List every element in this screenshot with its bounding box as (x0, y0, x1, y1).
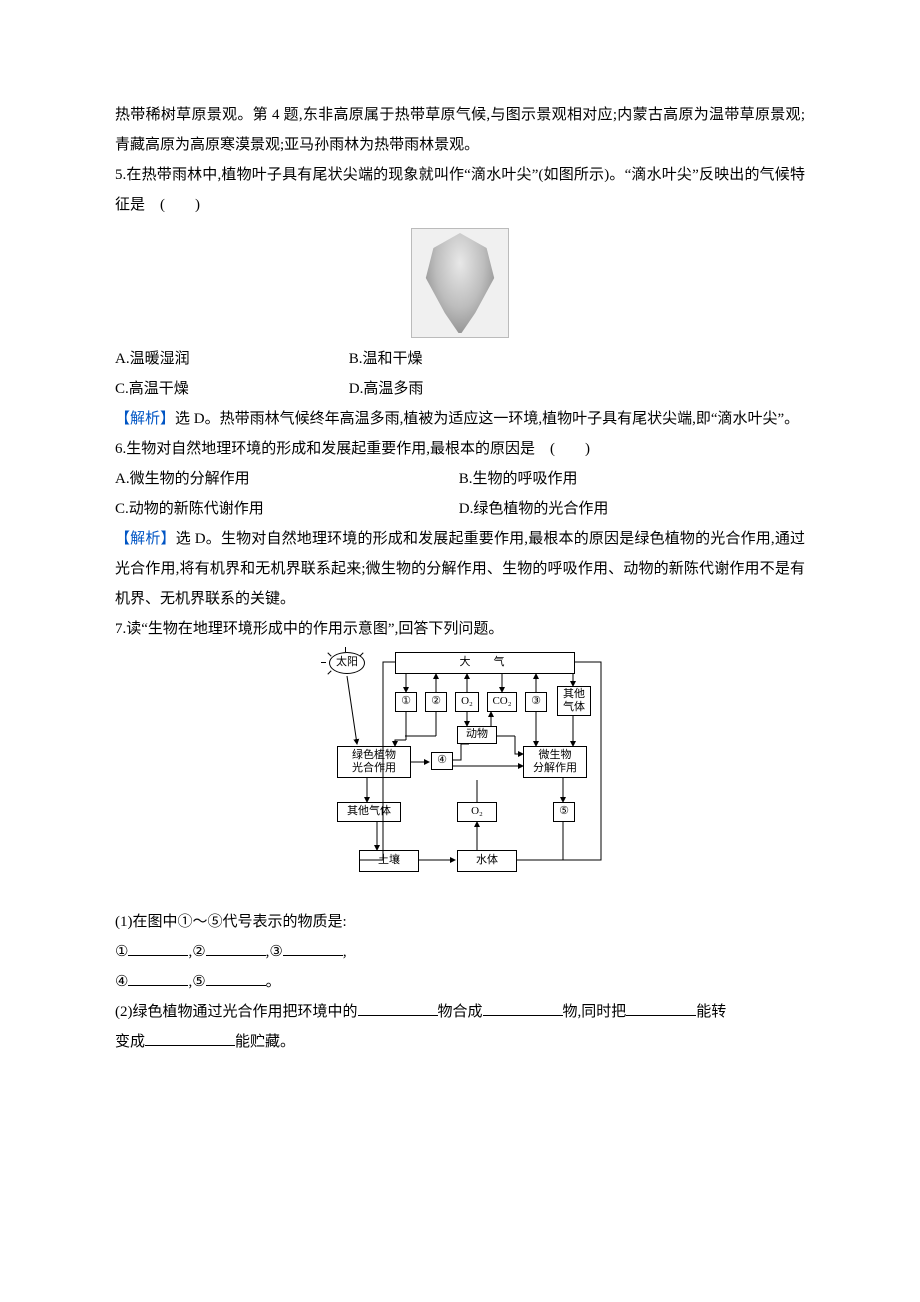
diagram-o2a: O₂ (455, 692, 479, 712)
sun-label: 太阳 (336, 656, 358, 669)
analysis-label: 【解析】 (115, 531, 176, 547)
blank (145, 1030, 235, 1046)
leaf-image (411, 228, 509, 338)
blank (206, 940, 266, 956)
q6-option-a: A.微生物的分解作用 (115, 464, 455, 494)
t: 物合成 (438, 1004, 483, 1020)
q5-option-b: B.温和干燥 (349, 344, 423, 374)
t: ① (115, 944, 128, 960)
diagram-n5: ⑤ (553, 802, 575, 822)
intro-paragraph: 热带稀树草原景观。第 4 题,东非高原属于热带草原气候,与图示景观相对应;内蒙古… (115, 100, 805, 160)
t: 能转 (696, 1004, 726, 1020)
blank (128, 940, 188, 956)
t: 。 (266, 974, 281, 990)
q5-analysis-text: 选 D。热带雨林气候终年高温多雨,植被为适应这一环境,植物叶子具有尾状尖端,即“… (175, 411, 799, 427)
q6-option-b: B.生物的呼吸作用 (459, 464, 578, 494)
q6-option-c: C.动物的新陈代谢作用 (115, 494, 455, 524)
diagram-sun: 太阳 (325, 652, 369, 678)
blank (283, 940, 343, 956)
q6-stem: 6.生物对自然地理环境的形成和发展起重要作用,最根本的原因是 ( ) (115, 434, 805, 464)
t: 变成 (115, 1034, 145, 1050)
q5-options-row1: A.温暖湿润 B.温和干燥 (115, 344, 805, 374)
q5-figure (115, 228, 805, 338)
leaf-shape (422, 233, 498, 333)
diagram-co2: CO₂ (487, 692, 517, 712)
t: ,⑤ (188, 974, 205, 990)
diagram-microbe: 微生物 分解作用 (523, 746, 587, 778)
q5-option-d: D.高温多雨 (349, 374, 424, 404)
diagram-other-gas: 其他 气体 (557, 686, 591, 716)
diagram-plant: 绿色植物 光合作用 (337, 746, 411, 778)
t: , (343, 944, 347, 960)
t: ,③ (266, 944, 283, 960)
t: ④ (115, 974, 128, 990)
q5-option-a: A.温暖湿润 (115, 344, 345, 374)
q6-analysis: 【解析】选 D。生物对自然地理环境的形成和发展起重要作用,最根本的原因是绿色植物… (115, 524, 805, 614)
q7-stem: 7.读“生物在地理环境形成中的作用示意图”,回答下列问题。 (115, 614, 805, 644)
q7-diagram: 太阳 大 气 ① ② O₂ CO₂ ③ 其他 气体 绿色植物 光合作用 ④ 动物 (305, 650, 615, 886)
blank (206, 970, 266, 986)
q6-analysis-text: 选 D。生物对自然地理环境的形成和发展起重要作用,最根本的原因是绿色植物的光合作… (115, 531, 805, 607)
q5-options-row2: C.高温干燥 D.高温多雨 (115, 374, 805, 404)
blank (483, 1000, 563, 1016)
q6-option-d: D.绿色植物的光合作用 (459, 494, 609, 524)
q7-sub1-line1: ① ,② ,③, (115, 937, 805, 967)
q6-options-row1: A.微生物的分解作用 B.生物的呼吸作用 (115, 464, 805, 494)
q5-analysis: 【解析】选 D。热带雨林气候终年高温多雨,植被为适应这一环境,植物叶子具有尾状尖… (115, 404, 805, 434)
q5-option-c: C.高温干燥 (115, 374, 345, 404)
blank (626, 1000, 696, 1016)
page: 热带稀树草原景观。第 4 题,东非高原属于热带草原气候,与图示景观相对应;内蒙古… (0, 0, 920, 1302)
q7-sub2-line2: 变成 能贮藏。 (115, 1027, 805, 1057)
diagram-soil: 土壤 (359, 850, 419, 872)
q7-sub2-line1: (2)绿色植物通过光合作用把环境中的 物合成 物,同时把 能转 (115, 997, 805, 1027)
t: ,② (188, 944, 205, 960)
q7-sub1-line2: ④ ,⑤ 。 (115, 967, 805, 997)
diagram-animal: 动物 (457, 726, 497, 744)
diagram-water: 水体 (457, 850, 517, 872)
q7-sub1-prefix: (1)在图中①～⑤代号表示的物质是: (115, 907, 805, 937)
t: 物,同时把 (563, 1004, 627, 1020)
diagram-atmosphere: 大 气 (395, 652, 575, 674)
t: 能贮藏。 (235, 1034, 295, 1050)
diagram-other-gas2: 其他气体 (337, 802, 401, 822)
t: (2)绿色植物通过光合作用把环境中的 (115, 1004, 358, 1020)
diagram-o2b: O₂ (457, 802, 497, 822)
diagram-n3: ③ (525, 692, 547, 712)
diagram-n2: ② (425, 692, 447, 712)
analysis-label: 【解析】 (115, 411, 175, 427)
diagram-n1: ① (395, 692, 417, 712)
blank (128, 970, 188, 986)
blank (358, 1000, 438, 1016)
q7-diagram-wrap: 太阳 大 气 ① ② O₂ CO₂ ③ 其他 气体 绿色植物 光合作用 ④ 动物 (115, 650, 805, 897)
diagram-n4: ④ (431, 752, 453, 770)
q6-options-row2: C.动物的新陈代谢作用 D.绿色植物的光合作用 (115, 494, 805, 524)
q5-stem: 5.在热带雨林中,植物叶子具有尾状尖端的现象就叫作“滴水叶尖”(如图所示)。“滴… (115, 160, 805, 220)
